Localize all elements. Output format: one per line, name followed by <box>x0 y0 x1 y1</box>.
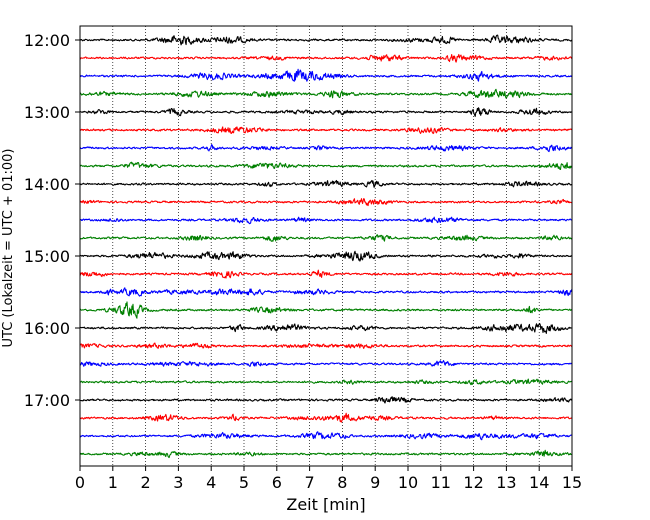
vertical-gridlines <box>112 26 540 466</box>
trace-1415 <box>79 198 573 207</box>
trace-1315 <box>79 126 573 135</box>
x-tick-label: 10 <box>398 473 418 492</box>
trace-1745 <box>79 449 573 459</box>
trace-1715 <box>79 412 573 423</box>
trace-1615 <box>79 342 573 349</box>
trace-1300 <box>79 107 573 117</box>
x-tick-label: 9 <box>370 473 380 492</box>
x-tick-label: 7 <box>305 473 315 492</box>
x-axis-label: Zeit [min] <box>286 495 365 514</box>
x-tick-label: 3 <box>173 473 183 492</box>
y-axis-ticks: 12:00 13:00 14:00 15:00 16:00 17:00 <box>24 31 80 410</box>
trace-1730 <box>79 431 573 441</box>
x-tick-label: 1 <box>108 473 118 492</box>
seismic-traces <box>79 34 573 459</box>
x-tick-label: 0 <box>75 473 85 492</box>
trace-1515 <box>79 269 573 279</box>
x-tick-label: 6 <box>272 473 282 492</box>
trace-1230 <box>79 68 573 82</box>
y-tick-label: 17:00 <box>24 391 70 410</box>
trace-1530 <box>79 287 573 297</box>
trace-1445 <box>79 234 573 242</box>
x-tick-label: 13 <box>496 473 516 492</box>
x-tick-label: 4 <box>206 473 216 492</box>
y-tick-label: 13:00 <box>24 103 70 122</box>
trace-1345 <box>79 161 573 171</box>
trace-1545 <box>79 301 573 319</box>
trace-1245 <box>79 88 573 99</box>
trace-1330 <box>79 144 573 153</box>
x-tick-label: 8 <box>337 473 347 492</box>
y-tick-label: 14:00 <box>24 175 70 194</box>
y-tick-label: 15:00 <box>24 247 70 266</box>
plot-frame <box>79 25 573 467</box>
trace-1500 <box>79 250 573 262</box>
x-tick-label: 11 <box>431 473 451 492</box>
x-tick-label: 5 <box>239 473 249 492</box>
y-tick-label: 16:00 <box>24 319 70 338</box>
trace-1600 <box>79 323 573 334</box>
x-tick-label: 12 <box>463 473 483 492</box>
x-tick-label: 15 <box>562 473 582 492</box>
y-tick-label: 12:00 <box>24 31 70 50</box>
trace-1630 <box>79 360 573 367</box>
x-tick-label: 2 <box>141 473 151 492</box>
x-axis-ticks: 0 1 2 3 4 5 6 7 8 9 10 11 12 13 14 15 <box>75 466 582 492</box>
x-tick-label: 14 <box>529 473 549 492</box>
trace-1430 <box>79 216 573 225</box>
trace-1700 <box>79 396 573 404</box>
trace-1215 <box>79 53 573 63</box>
trace-1645 <box>79 378 573 386</box>
trace-1200 <box>79 34 573 46</box>
trace-1400 <box>79 179 573 188</box>
y-axis-label: UTC (Lokalzeit = UTC + 01:00) <box>1 149 16 348</box>
